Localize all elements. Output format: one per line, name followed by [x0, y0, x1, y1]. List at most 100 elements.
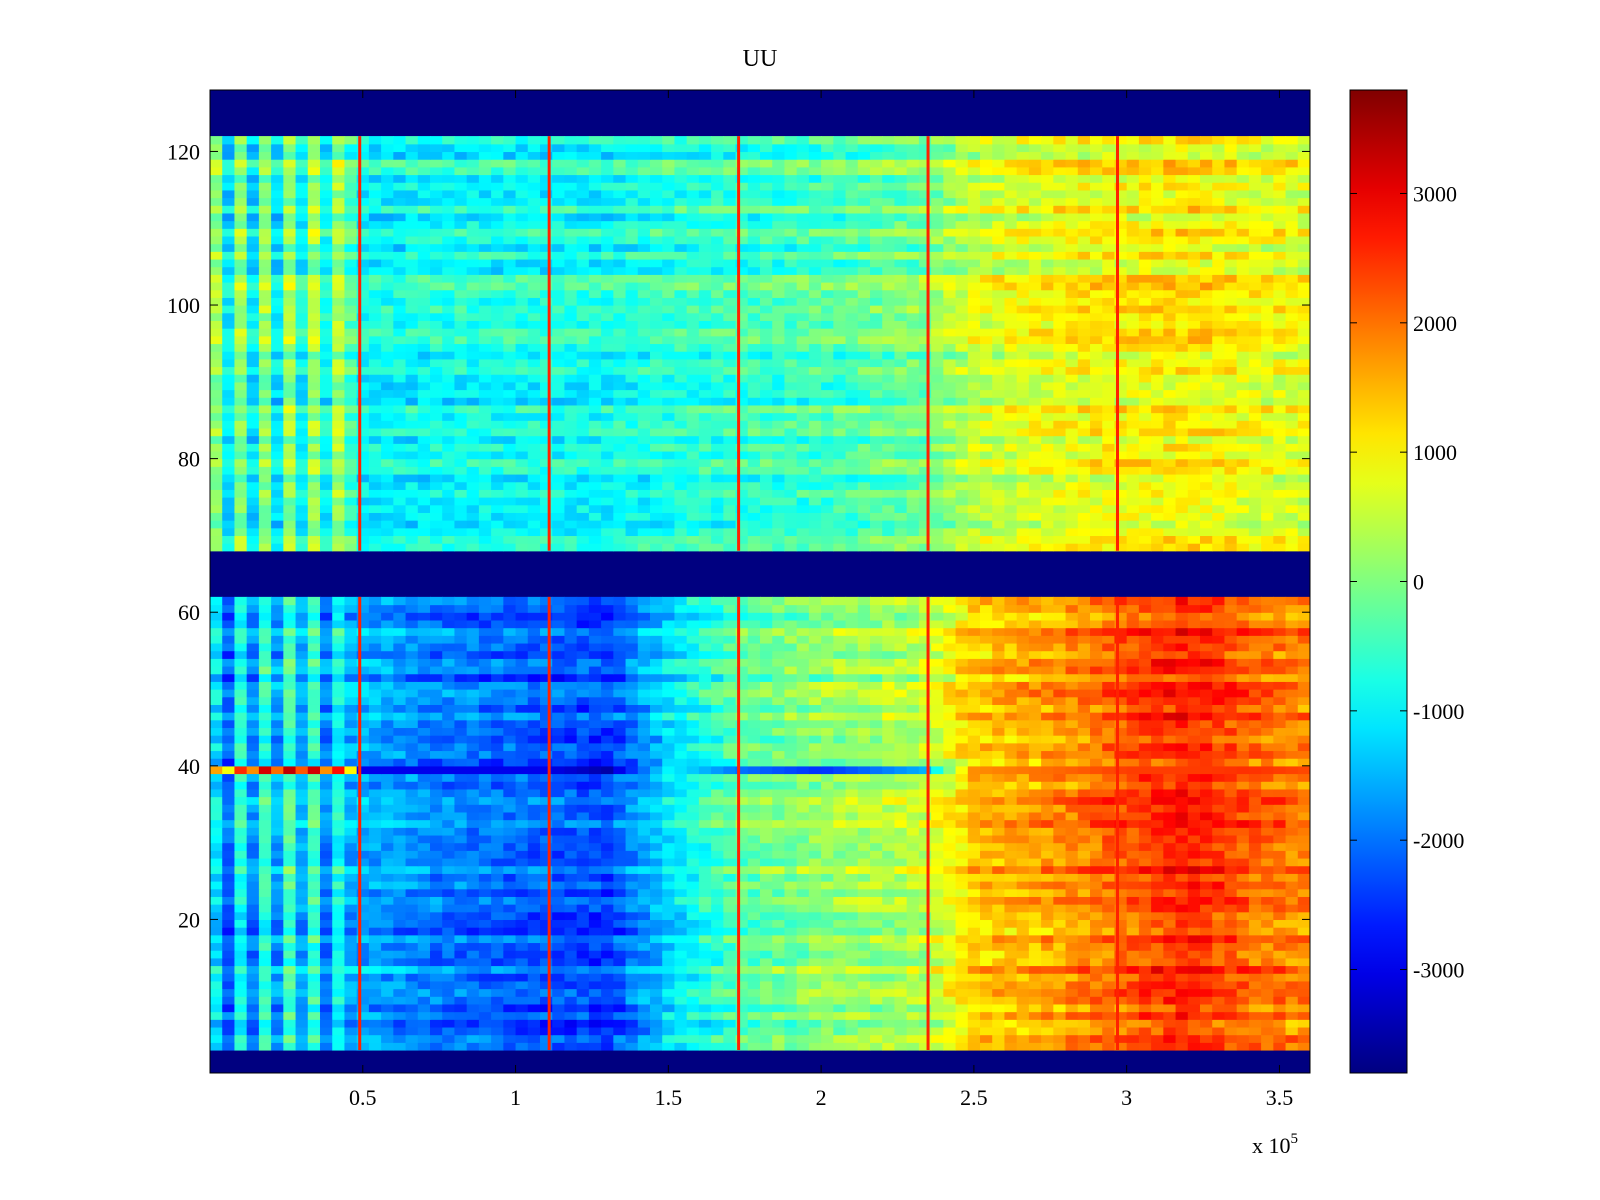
heatmap-cell	[808, 374, 822, 383]
heatmap-cell	[698, 328, 712, 337]
heatmap-cell	[368, 281, 382, 291]
heatmap-cell	[466, 258, 480, 268]
heatmap-cell	[576, 466, 590, 475]
heatmap-cell	[735, 289, 749, 298]
heatmap-cell	[845, 351, 859, 360]
heatmap-cell	[1163, 228, 1177, 237]
heatmap-cell	[686, 504, 700, 513]
heatmap-cell	[747, 435, 761, 444]
heatmap-cell	[405, 520, 419, 529]
heatmap-cell	[845, 343, 859, 352]
heatmap-cell	[307, 443, 321, 452]
heatmap-cell	[808, 228, 822, 237]
heatmap-cell	[1016, 420, 1030, 429]
heatmap-cell	[796, 335, 810, 345]
heatmap-cell	[821, 1042, 834, 1051]
heatmap-cell	[1065, 312, 1079, 321]
heatmap-cell	[295, 366, 309, 375]
heatmap-cell	[747, 228, 761, 237]
heatmap-cell	[894, 497, 908, 506]
heatmap-cell	[601, 512, 614, 521]
heatmap-cell	[625, 458, 639, 467]
heatmap-cell	[662, 443, 676, 452]
heatmap-cell	[466, 220, 480, 229]
heatmap-cell	[1261, 343, 1274, 352]
heatmap-cell	[760, 274, 773, 283]
heatmap-cell	[931, 281, 944, 291]
heatmap-cell	[992, 289, 1006, 298]
heatmap-cell	[1053, 251, 1067, 260]
heatmap-cell	[918, 143, 932, 153]
heatmap-cell	[1126, 497, 1140, 506]
heatmap-cell	[894, 258, 908, 268]
heatmap-cell	[967, 289, 981, 298]
heatmap-cell	[894, 235, 908, 245]
heatmap-cell	[723, 143, 737, 153]
heatmap-cell	[796, 443, 810, 452]
heatmap-cell	[662, 420, 676, 429]
heatmap-cell	[674, 404, 688, 414]
heatmap-cell	[368, 335, 382, 345]
heatmap-cell	[283, 473, 297, 483]
heatmap-cell	[1028, 312, 1042, 321]
heatmap-cell	[650, 166, 663, 176]
heatmap-cell	[980, 374, 993, 383]
heatmap-cell	[1236, 381, 1250, 391]
heatmap-cell	[686, 389, 700, 398]
heatmap-cell	[796, 535, 810, 544]
heatmap-cell	[381, 143, 394, 153]
heatmap-cell	[210, 258, 223, 268]
heatmap-cell	[564, 281, 578, 291]
heatmap-cell	[723, 297, 737, 306]
heatmap-cell	[1102, 212, 1116, 222]
heatmap-cell	[625, 243, 639, 252]
heatmap-cell	[442, 182, 456, 191]
heatmap-cell	[442, 397, 456, 406]
heatmap-cell	[1016, 189, 1030, 199]
heatmap-cell	[992, 443, 1006, 452]
heatmap-cell	[588, 320, 602, 329]
heatmap-cell	[784, 228, 798, 237]
heatmap-cell	[906, 228, 920, 237]
heatmap-cell	[1028, 358, 1042, 368]
heatmap-cell	[222, 443, 236, 452]
heatmap-cell	[1273, 473, 1287, 483]
heatmap-cell	[271, 266, 284, 275]
heatmap-cell	[320, 1034, 333, 1043]
heatmap-cell	[1041, 481, 1054, 490]
heatmap-cell	[1004, 397, 1018, 406]
heatmap-cell	[674, 481, 688, 490]
heatmap-cell	[918, 305, 932, 314]
heatmap-cell	[882, 258, 896, 268]
heatmap-cell	[442, 473, 456, 483]
heatmap-cell	[356, 335, 370, 345]
heatmap-cell	[625, 481, 639, 490]
heatmap-cell	[1297, 258, 1310, 268]
heatmap-cell	[625, 1034, 639, 1043]
heatmap-cell	[515, 489, 529, 498]
heatmap-cell	[1065, 535, 1079, 544]
heatmap-cell	[1273, 343, 1287, 352]
heatmap-cell	[747, 543, 761, 552]
heatmap-cell	[1273, 258, 1287, 268]
heatmap-cell	[992, 297, 1006, 306]
heatmap-cell	[613, 435, 627, 444]
heatmap-cell	[454, 136, 468, 145]
heatmap-cell	[1138, 335, 1152, 345]
heatmap-cell	[625, 473, 639, 483]
heatmap-cell	[1224, 497, 1238, 506]
heatmap-cell	[662, 258, 676, 268]
heatmap-cell	[601, 520, 614, 529]
heatmap-cell	[1261, 320, 1274, 329]
heatmap-cell	[466, 312, 480, 321]
heatmap-cell	[1114, 328, 1128, 337]
heatmap-cell	[368, 182, 382, 191]
heatmap-cell	[931, 504, 944, 513]
heatmap-cell	[320, 151, 333, 160]
heatmap-cell	[870, 251, 883, 260]
heatmap-cell	[723, 458, 737, 467]
heatmap-cell	[1090, 450, 1103, 460]
heatmap-cell	[625, 220, 639, 229]
heatmap-cell	[1114, 151, 1128, 160]
heatmap-cell	[1053, 289, 1067, 298]
